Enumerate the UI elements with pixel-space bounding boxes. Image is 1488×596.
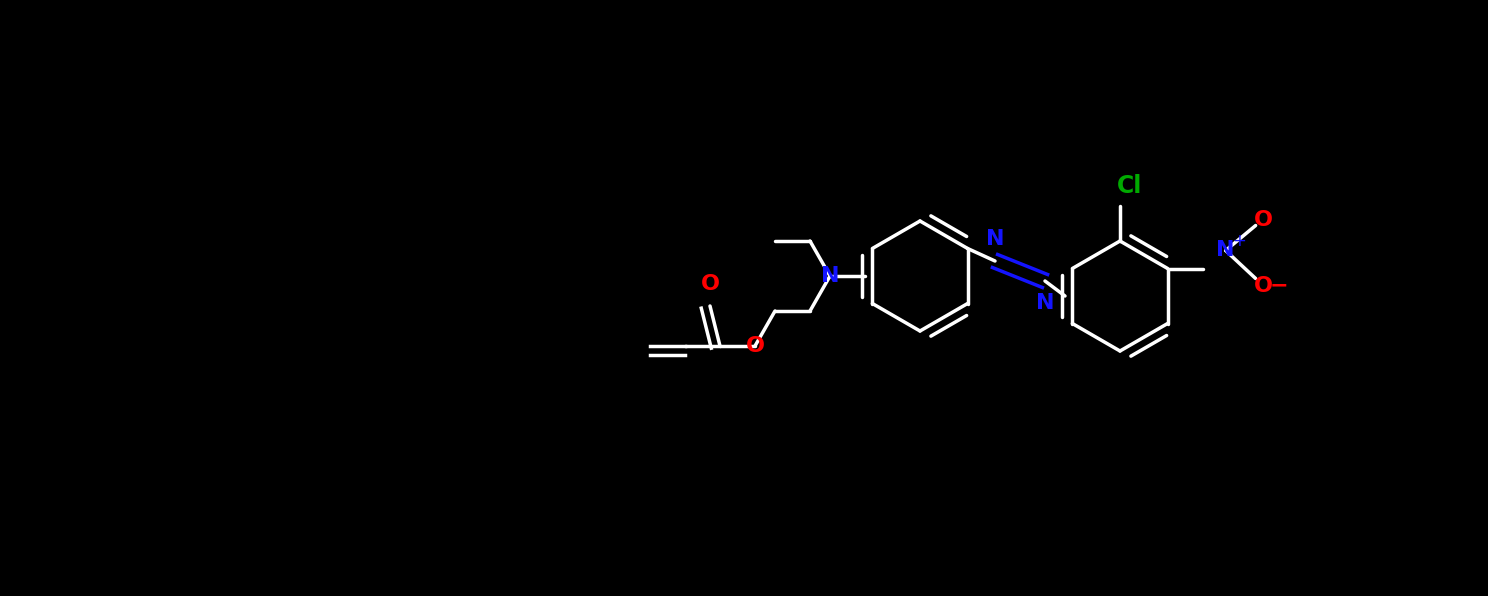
Text: N: N (1216, 241, 1235, 260)
Text: Cl: Cl (1117, 174, 1143, 198)
Text: O: O (701, 274, 720, 294)
Text: N: N (821, 266, 839, 286)
Text: O: O (1254, 210, 1274, 231)
Text: +: + (1232, 231, 1247, 250)
Text: N: N (1036, 293, 1055, 313)
Text: O: O (1254, 275, 1274, 296)
Text: −: − (1269, 275, 1289, 296)
Text: N: N (985, 229, 1004, 249)
Text: O: O (745, 336, 765, 356)
